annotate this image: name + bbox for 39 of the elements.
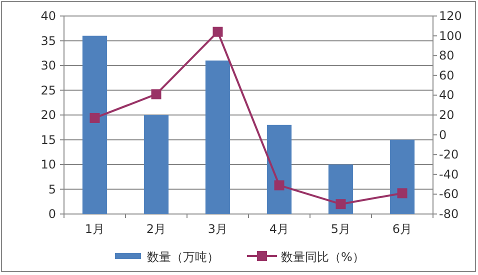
y2-tick-label: 100: [439, 28, 462, 43]
x-tick-label: 2月: [146, 222, 166, 236]
point: [212, 26, 223, 37]
y-tick-label: 10: [40, 158, 56, 172]
y2-tick-label: 20: [439, 108, 454, 122]
point: [336, 199, 346, 210]
y-tick-label: 5: [48, 182, 56, 196]
point: [274, 180, 284, 190]
y-tick-label: 25: [40, 83, 56, 98]
y-tick-label: 15: [40, 132, 56, 147]
bar: [82, 36, 108, 214]
y-tick-label: 40: [40, 9, 56, 23]
y2-tick-label: 0: [439, 128, 447, 142]
y-tick-label: 35: [40, 34, 56, 48]
y-tick-label: 30: [40, 58, 56, 72]
point: [151, 89, 162, 100]
legend-label: 数量同比（%）: [281, 250, 364, 264]
bar: [205, 60, 230, 214]
y2-tick-label: -40: [439, 167, 459, 182]
legend-label: 数量（万吨）: [147, 250, 219, 264]
x-tick-label: 1月: [84, 222, 105, 236]
y2-tick-label: -20: [439, 148, 459, 162]
y2-tick-label: 120: [439, 9, 462, 23]
point: [90, 112, 100, 123]
bar: [266, 124, 292, 214]
point: [397, 188, 408, 198]
y2-tick-label: -60: [439, 187, 459, 202]
x-tick-label: 6月: [392, 222, 412, 236]
y2-tick-label: -80: [439, 207, 459, 221]
y-tick-label: 20: [40, 108, 56, 122]
x-tick-label: 3月: [208, 222, 228, 236]
y-tick-label: 0: [48, 207, 56, 221]
x-tick-label: 4月: [269, 222, 290, 236]
y2-tick-label: 60: [439, 68, 454, 82]
y2-tick-label: 40: [439, 88, 454, 102]
y2-tick-label: 80: [439, 48, 454, 63]
x-tick-label: 5月: [330, 222, 351, 236]
bar: [144, 115, 169, 214]
bar: [390, 140, 415, 214]
